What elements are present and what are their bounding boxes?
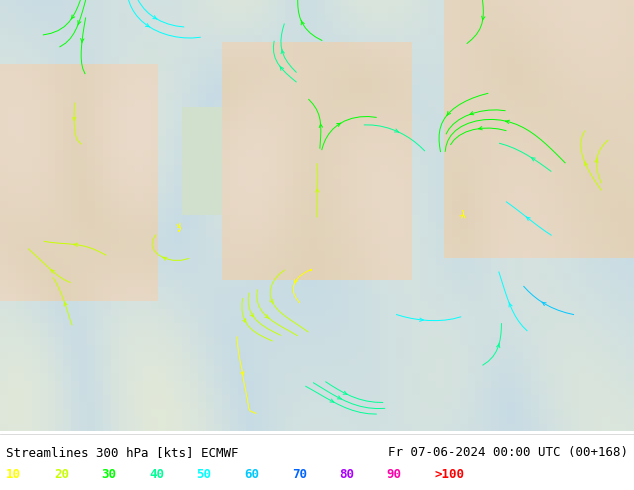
FancyArrowPatch shape	[479, 126, 482, 130]
FancyArrowPatch shape	[542, 302, 546, 306]
FancyArrowPatch shape	[420, 318, 424, 321]
Text: 40: 40	[149, 468, 164, 481]
FancyArrowPatch shape	[71, 15, 75, 19]
FancyArrowPatch shape	[462, 214, 465, 218]
FancyArrowPatch shape	[243, 318, 246, 323]
FancyArrowPatch shape	[531, 158, 535, 161]
Text: >100: >100	[434, 468, 464, 481]
FancyArrowPatch shape	[330, 399, 334, 402]
FancyArrowPatch shape	[294, 279, 297, 284]
FancyArrowPatch shape	[509, 302, 512, 307]
FancyArrowPatch shape	[482, 16, 485, 21]
FancyArrowPatch shape	[51, 270, 55, 273]
FancyArrowPatch shape	[241, 372, 244, 375]
FancyArrowPatch shape	[337, 396, 341, 399]
FancyArrowPatch shape	[74, 243, 77, 246]
FancyArrowPatch shape	[343, 391, 347, 394]
FancyArrowPatch shape	[320, 123, 323, 127]
Text: Streamlines 300 hPa [kts] ECMWF: Streamlines 300 hPa [kts] ECMWF	[6, 446, 239, 459]
Text: 80: 80	[339, 468, 354, 481]
FancyArrowPatch shape	[64, 301, 67, 306]
FancyArrowPatch shape	[526, 217, 530, 220]
FancyArrowPatch shape	[163, 257, 167, 260]
FancyArrowPatch shape	[301, 21, 304, 25]
FancyArrowPatch shape	[145, 24, 150, 27]
FancyArrowPatch shape	[265, 315, 269, 318]
Text: 10: 10	[6, 468, 22, 481]
FancyArrowPatch shape	[269, 299, 273, 304]
FancyArrowPatch shape	[316, 189, 319, 192]
FancyArrowPatch shape	[280, 66, 283, 71]
FancyArrowPatch shape	[595, 158, 598, 163]
Text: 20: 20	[54, 468, 69, 481]
FancyArrowPatch shape	[337, 123, 340, 126]
FancyArrowPatch shape	[78, 21, 81, 25]
Text: 50: 50	[197, 468, 212, 481]
FancyArrowPatch shape	[250, 313, 254, 318]
FancyArrowPatch shape	[585, 161, 588, 166]
FancyArrowPatch shape	[506, 120, 509, 123]
FancyArrowPatch shape	[72, 117, 76, 121]
Text: 30: 30	[101, 468, 117, 481]
Text: Fr 07-06-2024 00:00 UTC (00+168): Fr 07-06-2024 00:00 UTC (00+168)	[387, 446, 628, 459]
FancyArrowPatch shape	[496, 343, 500, 348]
Text: 90: 90	[387, 468, 402, 481]
FancyArrowPatch shape	[470, 112, 474, 115]
Text: 70: 70	[292, 468, 307, 481]
FancyArrowPatch shape	[447, 111, 451, 116]
Text: 60: 60	[244, 468, 259, 481]
FancyArrowPatch shape	[394, 129, 399, 132]
FancyArrowPatch shape	[153, 16, 157, 19]
FancyArrowPatch shape	[281, 49, 284, 54]
FancyArrowPatch shape	[177, 223, 180, 227]
FancyArrowPatch shape	[81, 39, 84, 43]
